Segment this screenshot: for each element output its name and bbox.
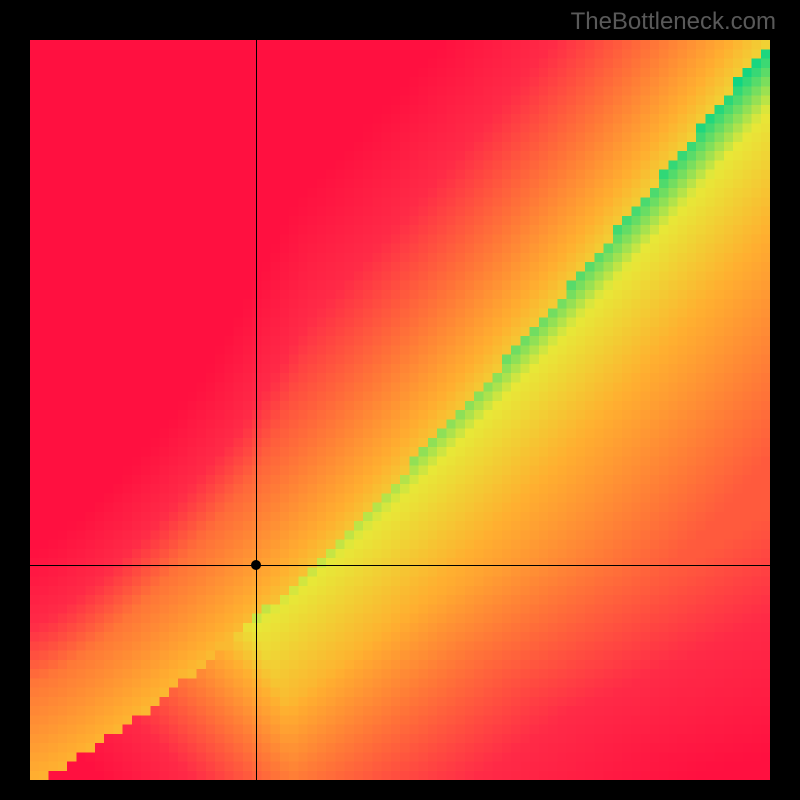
bottleneck-heatmap — [30, 40, 770, 780]
crosshair-marker — [251, 560, 261, 570]
plot-area — [30, 40, 770, 780]
crosshair-horizontal — [30, 565, 770, 566]
watermark-text: TheBottleneck.com — [571, 8, 776, 36]
crosshair-vertical — [256, 40, 257, 780]
